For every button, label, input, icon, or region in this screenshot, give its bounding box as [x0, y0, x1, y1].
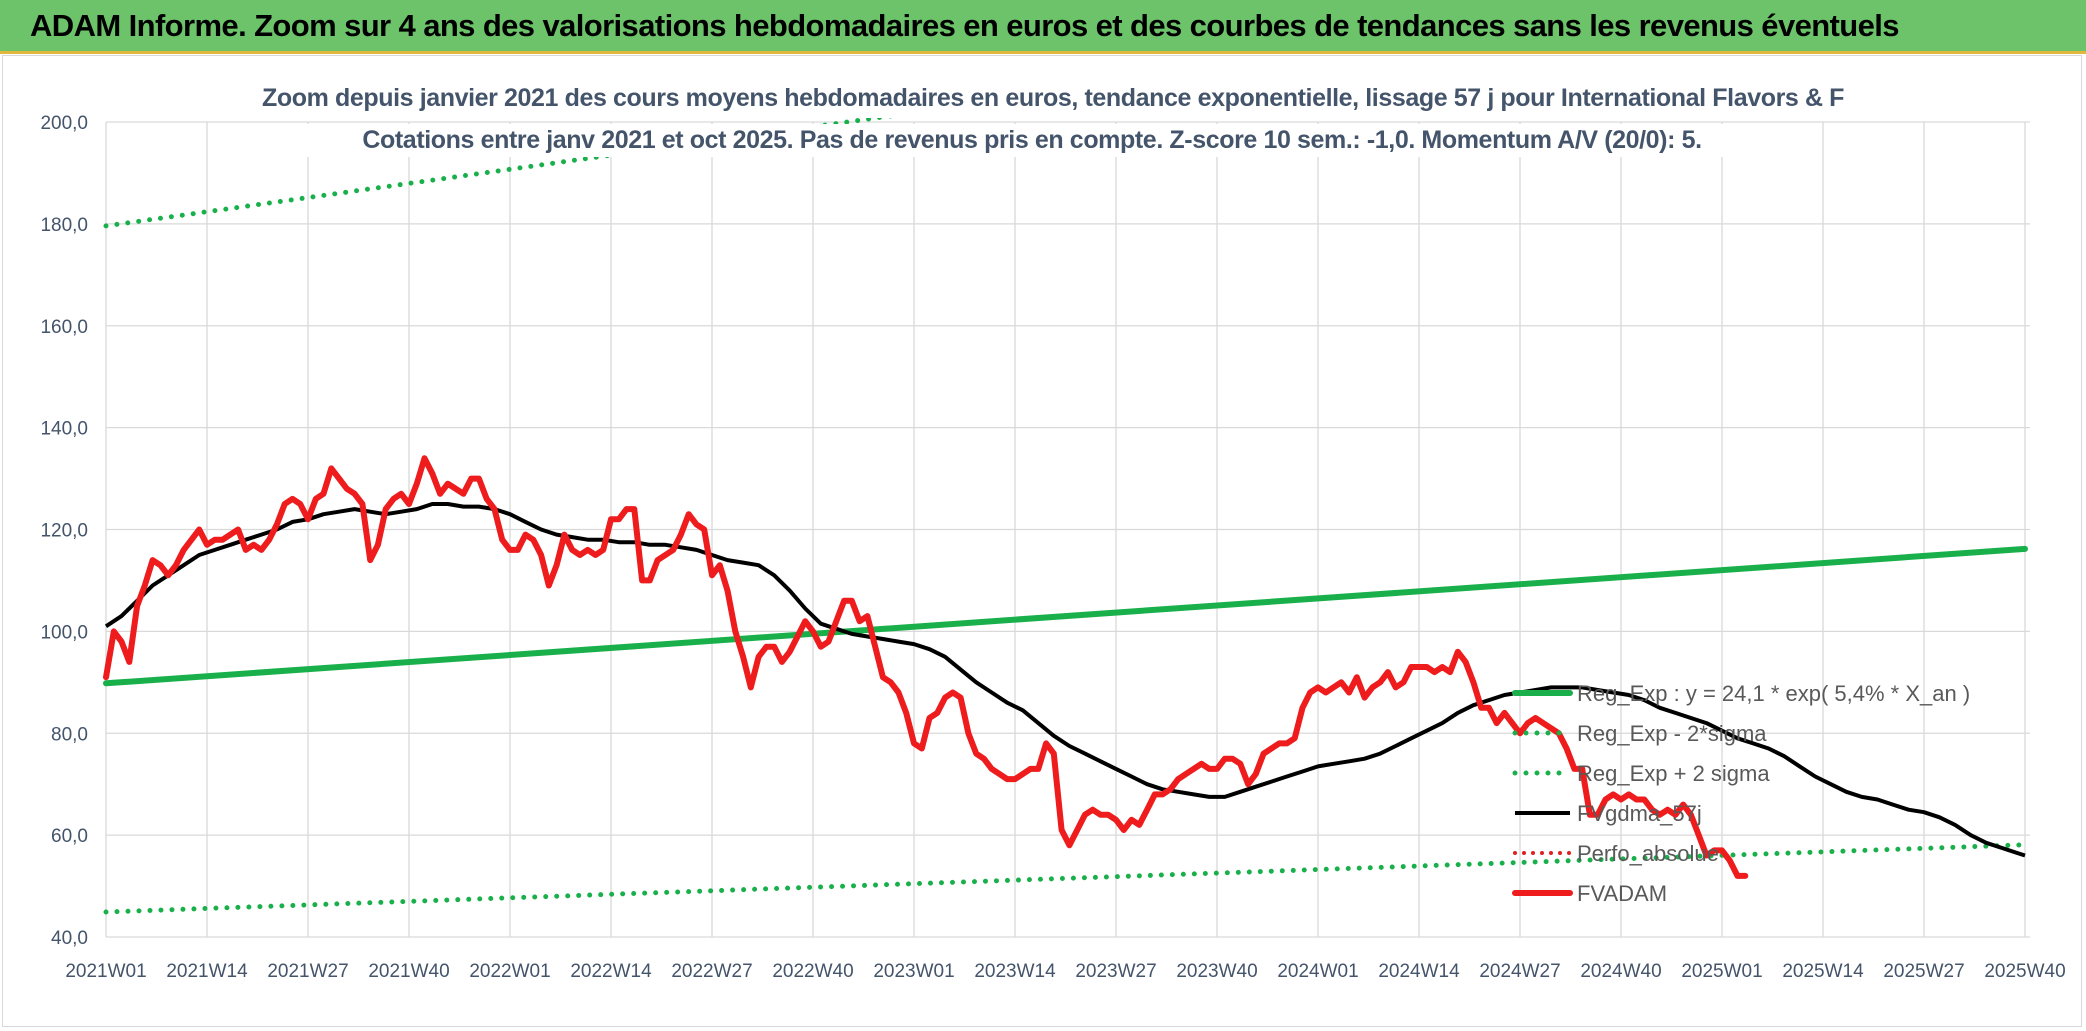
report-title: ADAM Informe. Zoom sur 4 ans des valoris… — [30, 8, 1900, 43]
x-tick-label: 2023W14 — [974, 961, 1056, 982]
x-tick-label: 2023W40 — [1176, 961, 1257, 982]
legend-label: FVgdma_57j — [1577, 801, 1702, 826]
legend-label: Reg_Exp : y = 24,1 * exp( 5,4% * X_an ) — [1577, 681, 1970, 706]
chart-frame — [2, 55, 2082, 1027]
x-tick-label: 2021W27 — [267, 961, 348, 982]
y-tick-label: 160,0 — [40, 317, 88, 338]
x-tick-label: 2022W01 — [469, 961, 550, 982]
legend-label: FVADAM — [1577, 881, 1667, 906]
chart-title: Zoom depuis janvier 2021 des cours moyen… — [262, 82, 1844, 115]
x-tick-label: 2021W14 — [166, 961, 248, 982]
report-banner: ADAM Informe. Zoom sur 4 ans des valoris… — [0, 0, 2086, 54]
chart-subtitle: Cotations entre janv 2021 et oct 2025. P… — [262, 124, 1802, 157]
x-tick-label: 2025W14 — [1782, 961, 1864, 982]
legend-label: Reg_Exp - 2*sigma — [1577, 721, 1767, 746]
legend-label: Perfo_absolue — [1577, 841, 1719, 866]
x-tick-label: 2022W27 — [671, 961, 752, 982]
y-tick-label: 120,0 — [40, 521, 88, 542]
x-tick-label: 2021W01 — [65, 961, 146, 982]
x-tick-label: 2024W27 — [1479, 961, 1560, 982]
x-tick-label: 2021W40 — [368, 961, 449, 982]
x-tick-label: 2024W40 — [1580, 961, 1661, 982]
x-tick-label: 2023W01 — [873, 961, 954, 982]
x-tick-label: 2022W40 — [772, 961, 853, 982]
y-tick-label: 40,0 — [51, 928, 88, 949]
x-tick-label: 2025W40 — [1984, 961, 2065, 982]
x-tick-label: 2025W01 — [1681, 961, 1762, 982]
trend-minus-2sigma-series — [103, 842, 2028, 915]
y-tick-label: 140,0 — [40, 419, 88, 440]
x-tick-label: 2024W14 — [1378, 961, 1460, 982]
x-tick-label: 2023W27 — [1075, 961, 1156, 982]
smoothed-gdma-series — [104, 502, 2026, 858]
legend-label: Reg_Exp + 2 sigma — [1577, 761, 1770, 786]
x-tick-label: 2025W27 — [1883, 961, 1964, 982]
y-tick-label: 60,0 — [51, 826, 88, 847]
x-tick-label: 2024W01 — [1277, 961, 1358, 982]
y-tick-label: 80,0 — [51, 724, 88, 745]
y-tick-label: 180,0 — [40, 215, 88, 236]
trend-line-series — [103, 545, 2028, 687]
price-series — [103, 455, 1749, 879]
x-tick-label: 2022W14 — [570, 961, 652, 982]
y-tick-label: 200,0 — [40, 113, 88, 134]
y-tick-label: 100,0 — [40, 622, 88, 643]
